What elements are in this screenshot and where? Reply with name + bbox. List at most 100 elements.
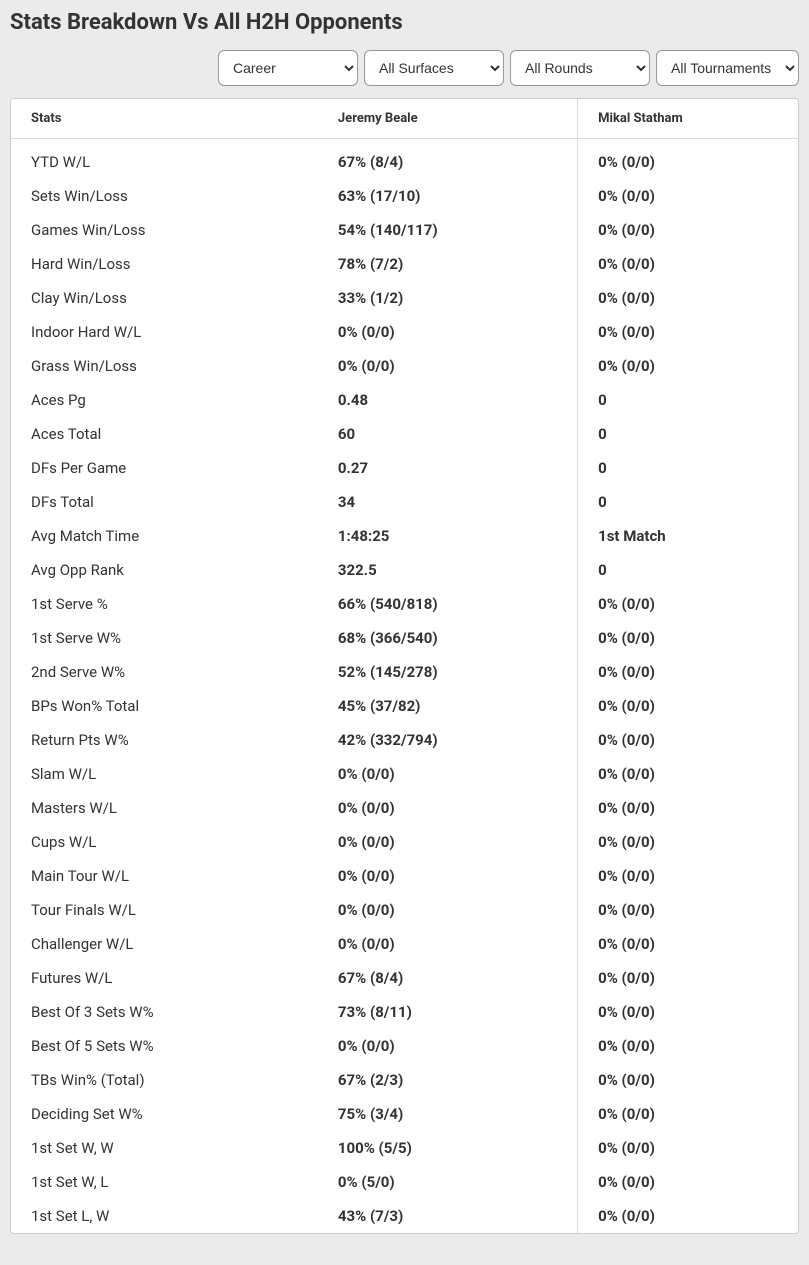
player2-value: 0% (0/0) xyxy=(578,791,798,825)
player1-value: 67% (8/4) xyxy=(318,961,578,995)
stat-label: Tour Finals W/L xyxy=(11,893,318,927)
stat-label: Best Of 3 Sets W% xyxy=(11,995,318,1029)
player1-value: 73% (8/11) xyxy=(318,995,578,1029)
stat-label: Cups W/L xyxy=(11,825,318,859)
player1-value: 1:48:25 xyxy=(318,519,578,553)
player1-value: 43% (7/3) xyxy=(318,1199,578,1233)
stat-label: Deciding Set W% xyxy=(11,1097,318,1131)
table-row: DFs Total340 xyxy=(11,485,798,519)
player2-value: 0% (0/0) xyxy=(578,621,798,655)
table-row: TBs Win% (Total)67% (2/3)0% (0/0) xyxy=(11,1063,798,1097)
table-row: Indoor Hard W/L0% (0/0)0% (0/0) xyxy=(11,315,798,349)
table-row: Games Win/Loss54% (140/117)0% (0/0) xyxy=(11,213,798,247)
stats-table-container: Stats Jeremy Beale Mikal Statham YTD W/L… xyxy=(10,98,799,1234)
player2-value: 0% (0/0) xyxy=(578,859,798,893)
table-row: Main Tour W/L0% (0/0)0% (0/0) xyxy=(11,859,798,893)
player2-value: 0% (0/0) xyxy=(578,213,798,247)
player1-value: 42% (332/794) xyxy=(318,723,578,757)
table-row: 1st Serve %66% (540/818)0% (0/0) xyxy=(11,587,798,621)
table-row: Slam W/L0% (0/0)0% (0/0) xyxy=(11,757,798,791)
stat-label: Games Win/Loss xyxy=(11,213,318,247)
filter-surface-select[interactable]: All Surfaces xyxy=(364,50,504,86)
stat-label: Hard Win/Loss xyxy=(11,247,318,281)
stat-label: 1st Serve % xyxy=(11,587,318,621)
stat-label: YTD W/L xyxy=(11,139,318,180)
stat-label: Futures W/L xyxy=(11,961,318,995)
player2-value: 0% (0/0) xyxy=(578,1097,798,1131)
stat-label: Grass Win/Loss xyxy=(11,349,318,383)
player1-value: 67% (8/4) xyxy=(318,139,578,180)
stat-label: Sets Win/Loss xyxy=(11,179,318,213)
player2-value: 0% (0/0) xyxy=(578,723,798,757)
player2-value: 0% (0/0) xyxy=(578,961,798,995)
player2-value: 0% (0/0) xyxy=(578,179,798,213)
table-row: 1st Set W, L0% (5/0)0% (0/0) xyxy=(11,1165,798,1199)
stat-label: 2nd Serve W% xyxy=(11,655,318,689)
player1-value: 63% (17/10) xyxy=(318,179,578,213)
stat-label: 1st Set L, W xyxy=(11,1199,318,1233)
player2-value: 0% (0/0) xyxy=(578,1029,798,1063)
table-header-row: Stats Jeremy Beale Mikal Statham xyxy=(11,99,798,139)
filter-tournament-select[interactable]: All Tournaments xyxy=(656,50,799,86)
stat-label: Main Tour W/L xyxy=(11,859,318,893)
player2-value: 1st Match xyxy=(578,519,798,553)
player2-value: 0% (0/0) xyxy=(578,587,798,621)
table-row: Tour Finals W/L0% (0/0)0% (0/0) xyxy=(11,893,798,927)
stat-label: 1st Set W, L xyxy=(11,1165,318,1199)
player1-value: 0% (0/0) xyxy=(318,349,578,383)
stat-label: Aces Pg xyxy=(11,383,318,417)
player1-value: 78% (7/2) xyxy=(318,247,578,281)
table-row: Avg Opp Rank322.50 xyxy=(11,553,798,587)
player2-value: 0% (0/0) xyxy=(578,1165,798,1199)
stat-label: TBs Win% (Total) xyxy=(11,1063,318,1097)
stat-label: Masters W/L xyxy=(11,791,318,825)
filter-period-select[interactable]: Career xyxy=(218,50,358,86)
player2-value: 0% (0/0) xyxy=(578,315,798,349)
player2-value: 0% (0/0) xyxy=(578,689,798,723)
table-row: 1st Serve W%68% (366/540)0% (0/0) xyxy=(11,621,798,655)
stat-label: Best Of 5 Sets W% xyxy=(11,1029,318,1063)
table-row: Avg Match Time1:48:251st Match xyxy=(11,519,798,553)
player2-value: 0% (0/0) xyxy=(578,927,798,961)
player2-value: 0% (0/0) xyxy=(578,1199,798,1233)
player1-value: 68% (366/540) xyxy=(318,621,578,655)
table-row: YTD W/L67% (8/4)0% (0/0) xyxy=(11,139,798,180)
player2-value: 0% (0/0) xyxy=(578,655,798,689)
table-row: Challenger W/L0% (0/0)0% (0/0) xyxy=(11,927,798,961)
header-player2: Mikal Statham xyxy=(578,99,798,139)
player1-value: 0.27 xyxy=(318,451,578,485)
player1-value: 0% (0/0) xyxy=(318,315,578,349)
table-row: 1st Set W, W100% (5/5)0% (0/0) xyxy=(11,1131,798,1165)
player1-value: 0% (0/0) xyxy=(318,825,578,859)
stat-label: Avg Opp Rank xyxy=(11,553,318,587)
player2-value: 0% (0/0) xyxy=(578,1063,798,1097)
table-row: Best Of 3 Sets W%73% (8/11)0% (0/0) xyxy=(11,995,798,1029)
stat-label: Slam W/L xyxy=(11,757,318,791)
stat-label: DFs Per Game xyxy=(11,451,318,485)
stat-label: 1st Serve W% xyxy=(11,621,318,655)
player1-value: 54% (140/117) xyxy=(318,213,578,247)
header-stats: Stats xyxy=(11,99,318,139)
table-row: Grass Win/Loss0% (0/0)0% (0/0) xyxy=(11,349,798,383)
stat-label: Return Pts W% xyxy=(11,723,318,757)
player1-value: 0.48 xyxy=(318,383,578,417)
table-row: BPs Won% Total45% (37/82)0% (0/0) xyxy=(11,689,798,723)
player2-value: 0% (0/0) xyxy=(578,757,798,791)
player1-value: 322.5 xyxy=(318,553,578,587)
table-row: Masters W/L0% (0/0)0% (0/0) xyxy=(11,791,798,825)
player2-value: 0 xyxy=(578,451,798,485)
player2-value: 0 xyxy=(578,553,798,587)
player2-value: 0% (0/0) xyxy=(578,139,798,180)
player1-value: 0% (0/0) xyxy=(318,1029,578,1063)
stat-label: Clay Win/Loss xyxy=(11,281,318,315)
player1-value: 0% (0/0) xyxy=(318,757,578,791)
player1-value: 52% (145/278) xyxy=(318,655,578,689)
table-row: Deciding Set W%75% (3/4)0% (0/0) xyxy=(11,1097,798,1131)
table-row: Aces Pg0.480 xyxy=(11,383,798,417)
filter-round-select[interactable]: All Rounds xyxy=(510,50,650,86)
table-row: Clay Win/Loss33% (1/2)0% (0/0) xyxy=(11,281,798,315)
table-row: Aces Total600 xyxy=(11,417,798,451)
stat-label: DFs Total xyxy=(11,485,318,519)
player2-value: 0 xyxy=(578,485,798,519)
player1-value: 100% (5/5) xyxy=(318,1131,578,1165)
